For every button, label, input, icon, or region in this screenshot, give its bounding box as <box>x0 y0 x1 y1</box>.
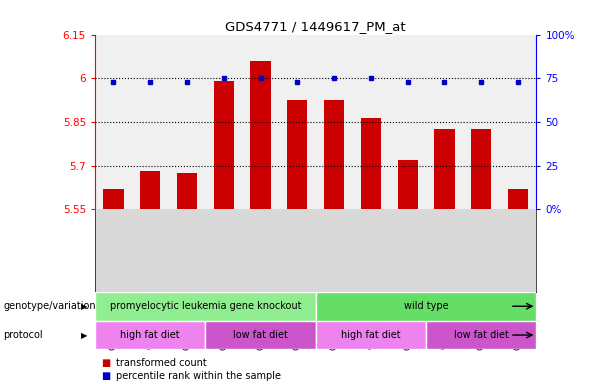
Text: ▶: ▶ <box>81 302 87 311</box>
Bar <box>316 292 536 321</box>
Text: percentile rank within the sample: percentile rank within the sample <box>116 371 281 381</box>
Bar <box>287 100 308 209</box>
Bar <box>471 129 492 209</box>
Bar <box>177 173 197 209</box>
Text: ■: ■ <box>101 358 110 368</box>
Bar <box>205 321 316 349</box>
Bar <box>140 171 161 209</box>
Bar <box>426 321 536 349</box>
Bar <box>95 292 316 321</box>
Bar <box>324 100 345 209</box>
Text: promyelocytic leukemia gene knockout: promyelocytic leukemia gene knockout <box>110 301 301 311</box>
Text: ■: ■ <box>101 371 110 381</box>
Bar <box>398 160 418 209</box>
Bar <box>316 321 426 349</box>
Text: high fat diet: high fat diet <box>120 330 180 340</box>
Text: low fat diet: low fat diet <box>233 330 288 340</box>
Text: genotype/variation: genotype/variation <box>3 301 96 311</box>
Title: GDS4771 / 1449617_PM_at: GDS4771 / 1449617_PM_at <box>226 20 406 33</box>
Bar <box>435 129 455 209</box>
Text: high fat diet: high fat diet <box>341 330 401 340</box>
Bar <box>95 321 205 349</box>
Text: ▶: ▶ <box>81 331 87 339</box>
Bar <box>214 81 234 209</box>
Bar <box>361 118 381 209</box>
Bar <box>251 61 271 209</box>
Text: transformed count: transformed count <box>116 358 207 368</box>
Bar <box>103 189 124 209</box>
Text: wild type: wild type <box>404 301 448 311</box>
Text: low fat diet: low fat diet <box>454 330 509 340</box>
Bar <box>508 189 528 209</box>
Text: protocol: protocol <box>3 330 43 340</box>
